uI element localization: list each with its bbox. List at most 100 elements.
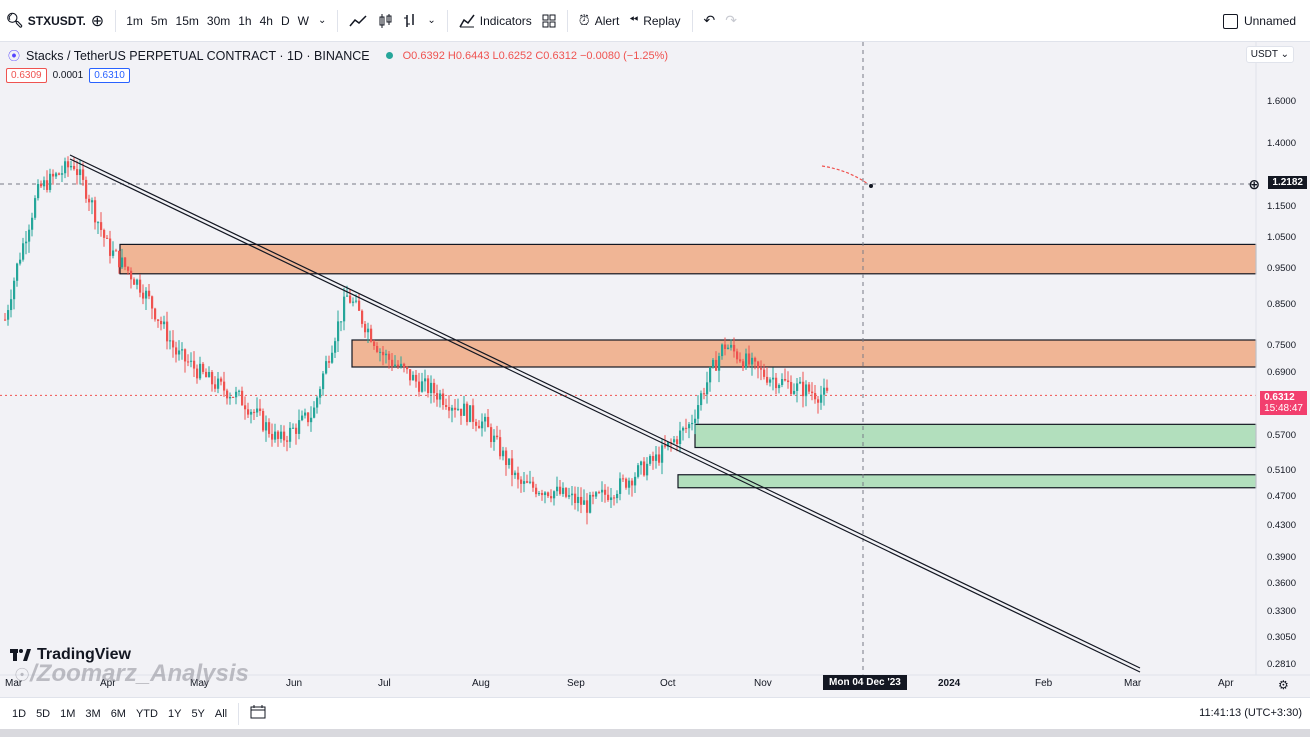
range-3m[interactable]: 3M bbox=[85, 707, 101, 720]
interval-d[interactable]: D bbox=[280, 13, 290, 28]
alert-button[interactable]: ⏰︎ Alert bbox=[574, 7, 625, 35]
candle-body bbox=[220, 378, 223, 382]
candle-body bbox=[715, 359, 718, 371]
range-5y[interactable]: 5Y bbox=[191, 707, 205, 720]
layouts-button[interactable] bbox=[537, 7, 561, 35]
indicators-button[interactable]: Indicators bbox=[454, 7, 537, 35]
interval-4h[interactable]: 4h bbox=[259, 13, 273, 28]
trendline-upper bbox=[69, 154, 1141, 669]
candle-body bbox=[355, 300, 358, 302]
candle-body bbox=[772, 377, 775, 380]
candle-body bbox=[211, 371, 214, 385]
interval-5m[interactable]: 5m bbox=[150, 13, 168, 28]
candle-body bbox=[700, 393, 703, 406]
candle-body bbox=[613, 497, 616, 499]
candle-body bbox=[64, 161, 67, 174]
price-axis-label: 0.7500 bbox=[1266, 340, 1296, 351]
chart-pane[interactable]: ⦿ Stacks / TetherUS PERPETUAL CONTRACT ·… bbox=[0, 42, 1310, 697]
compare-symbol-button[interactable]: ⊕ bbox=[86, 7, 109, 35]
candle-body bbox=[223, 381, 226, 391]
candle-body bbox=[34, 198, 37, 218]
candle-body bbox=[250, 411, 253, 415]
line-chart-type-button[interactable] bbox=[344, 7, 372, 35]
candle-body bbox=[622, 478, 625, 480]
settings-gear-icon[interactable]: ⚙ bbox=[1278, 678, 1289, 692]
interval-dropdown[interactable]: ⌄ bbox=[313, 7, 331, 35]
bars-icon bbox=[404, 13, 415, 27]
supply-zone bbox=[351, 339, 1257, 368]
interval-w[interactable]: W bbox=[297, 13, 309, 28]
ask-price[interactable]: 0.6310 bbox=[89, 68, 130, 83]
candle-body bbox=[292, 427, 295, 429]
time-axis-label: Oct bbox=[660, 678, 676, 689]
rewind-icon: ⏪︎ bbox=[629, 14, 639, 26]
candle-body bbox=[70, 165, 73, 168]
price-axis-label: 0.9500 bbox=[1266, 263, 1296, 274]
date-range-button[interactable] bbox=[245, 705, 271, 722]
candle-body bbox=[361, 310, 364, 324]
candle-chart-type-button[interactable] bbox=[372, 7, 398, 35]
candle-body bbox=[280, 431, 283, 439]
chart-type-dropdown[interactable]: ⌄ bbox=[422, 7, 440, 35]
range-1m[interactable]: 1M bbox=[60, 707, 76, 720]
redo-button[interactable]: ↷ bbox=[720, 7, 742, 35]
range-all[interactable]: All bbox=[214, 707, 228, 720]
candle-body bbox=[127, 266, 130, 271]
candle-body bbox=[265, 422, 268, 431]
interval-1m[interactable]: 1m bbox=[126, 13, 143, 28]
divider bbox=[115, 9, 117, 32]
interval-1h[interactable]: 1h bbox=[238, 13, 252, 28]
currency-button[interactable]: USDT ⌄ bbox=[1245, 46, 1294, 63]
tradingview-logo[interactable]: TradingView bbox=[10, 646, 131, 664]
redo-icon: ↷ bbox=[725, 12, 738, 28]
candle-body bbox=[124, 257, 127, 267]
bar-chart-type-button[interactable] bbox=[398, 7, 422, 35]
range-1d[interactable]: 1D bbox=[12, 707, 27, 720]
candle-body bbox=[541, 492, 544, 496]
candle-body bbox=[340, 321, 343, 323]
interval-15m[interactable]: 15m bbox=[175, 13, 199, 28]
candle-body bbox=[775, 377, 778, 389]
candle-body bbox=[616, 493, 619, 499]
candle-body bbox=[274, 431, 277, 440]
candle-body bbox=[100, 222, 103, 230]
candle-body bbox=[379, 351, 382, 353]
candle-body bbox=[7, 310, 10, 320]
interval-30m[interactable]: 30m bbox=[206, 13, 231, 28]
chart-canvas[interactable] bbox=[0, 42, 1310, 697]
range-6m[interactable]: 6M bbox=[110, 707, 126, 720]
replay-button[interactable]: ⏪︎ Replay bbox=[624, 7, 685, 35]
candle-body bbox=[538, 492, 541, 495]
candle-body bbox=[163, 321, 166, 325]
candle-body bbox=[382, 351, 385, 356]
candle-body bbox=[289, 427, 292, 442]
candle-body bbox=[151, 296, 154, 309]
layout-name-button[interactable]: Unnamed bbox=[1222, 7, 1296, 35]
range-ytd[interactable]: YTD bbox=[135, 707, 158, 720]
candle-body bbox=[415, 374, 418, 382]
price-axis-label: 0.3900 bbox=[1266, 552, 1296, 563]
candle-body bbox=[169, 340, 172, 342]
alarm-clock-icon: ⏰︎ bbox=[578, 12, 590, 28]
range-5d[interactable]: 5D bbox=[36, 707, 51, 720]
undo-button[interactable]: ↶ bbox=[699, 7, 721, 35]
range-1y[interactable]: 1Y bbox=[167, 707, 182, 720]
candle-body bbox=[10, 299, 13, 311]
symbol-search[interactable]: 🔍︎ STXUSDT. bbox=[0, 0, 86, 42]
candle-body bbox=[748, 353, 751, 365]
candle-body bbox=[229, 396, 232, 399]
timezone-clock[interactable]: 11:41:13 (UTC+3:30) bbox=[1199, 707, 1302, 719]
candle-body bbox=[547, 492, 550, 497]
last-price: 0.6312 bbox=[1264, 392, 1295, 403]
candle-body bbox=[202, 363, 205, 372]
candle-body bbox=[493, 435, 496, 443]
candle-body bbox=[658, 454, 661, 463]
bid-price[interactable]: 0.6309 bbox=[6, 68, 47, 83]
candle-body bbox=[640, 461, 643, 466]
candle-body bbox=[304, 412, 307, 416]
price-axis-label: 0.5700 bbox=[1266, 430, 1296, 441]
candle-body bbox=[166, 321, 169, 342]
candle-body bbox=[823, 387, 826, 395]
candle-body bbox=[385, 353, 388, 356]
candle-body bbox=[628, 480, 631, 488]
